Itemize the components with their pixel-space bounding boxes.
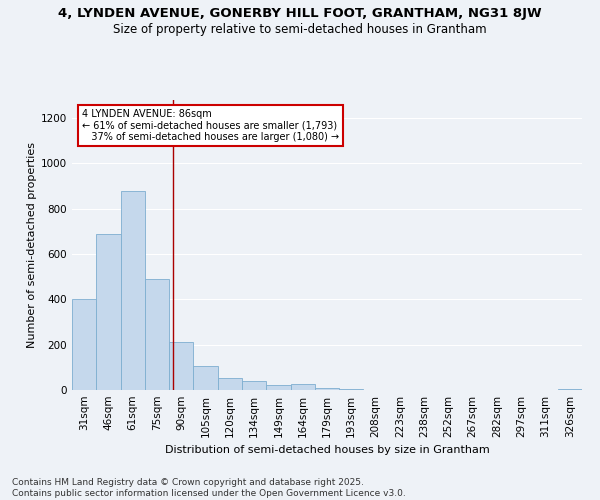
Bar (121, 190, 145, 390)
Y-axis label: Number of semi-detached properties: Number of semi-detached properties (27, 142, 37, 348)
Bar (218, 378, 242, 390)
Bar (266, 385, 290, 390)
Bar (193, 366, 218, 390)
Bar (169, 342, 193, 390)
Text: Contains HM Land Registry data © Crown copyright and database right 2025.
Contai: Contains HM Land Registry data © Crown c… (12, 478, 406, 498)
Bar (72, 300, 96, 390)
Text: Size of property relative to semi-detached houses in Grantham: Size of property relative to semi-detach… (113, 22, 487, 36)
Text: 4 LYNDEN AVENUE: 86sqm
← 61% of semi-detached houses are smaller (1,793)
   37% : 4 LYNDEN AVENUE: 86sqm ← 61% of semi-det… (82, 108, 340, 142)
Bar (339, 389, 364, 390)
Text: 4, LYNDEN AVENUE, GONERBY HILL FOOT, GRANTHAM, NG31 8JW: 4, LYNDEN AVENUE, GONERBY HILL FOOT, GRA… (58, 8, 542, 20)
Bar (96, 234, 121, 390)
Bar (315, 388, 339, 390)
X-axis label: Distribution of semi-detached houses by size in Grantham: Distribution of semi-detached houses by … (164, 446, 490, 456)
Bar (145, 279, 169, 390)
Bar (290, 384, 315, 390)
Bar (242, 381, 266, 390)
